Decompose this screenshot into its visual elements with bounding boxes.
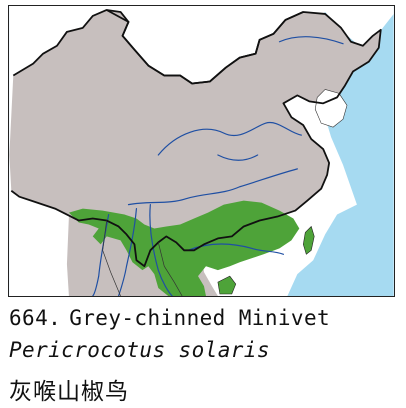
english-name: Grey-chinned Minivet	[69, 306, 331, 330]
rivers	[92, 36, 344, 296]
borders	[10, 9, 382, 268]
salween-river	[117, 208, 138, 296]
minor-borders	[102, 220, 183, 296]
caption-common-name-line: 664. Grey-chinned Minivet	[9, 306, 330, 330]
taiwan-island	[302, 225, 315, 255]
range-map-svg	[9, 6, 394, 296]
korea-peninsula	[314, 89, 348, 128]
mongolia-border	[106, 9, 304, 85]
range-map	[8, 5, 395, 297]
yellow-river	[157, 121, 302, 156]
pearl-river	[187, 243, 285, 255]
tributary-north	[217, 154, 259, 161]
mekong-river	[149, 204, 173, 296]
laos-border	[157, 242, 183, 296]
hainan-island	[217, 275, 237, 295]
species-number: 664.	[9, 306, 62, 330]
yangtze-river	[127, 168, 298, 206]
distribution-area	[68, 200, 300, 296]
china-land	[9, 9, 381, 267]
chinese-name: 灰喉山椒鸟	[9, 379, 129, 405]
scientific-name: Pericrocotus solaris	[9, 338, 270, 362]
indochina-border	[102, 220, 121, 296]
heilong-river	[278, 36, 344, 45]
